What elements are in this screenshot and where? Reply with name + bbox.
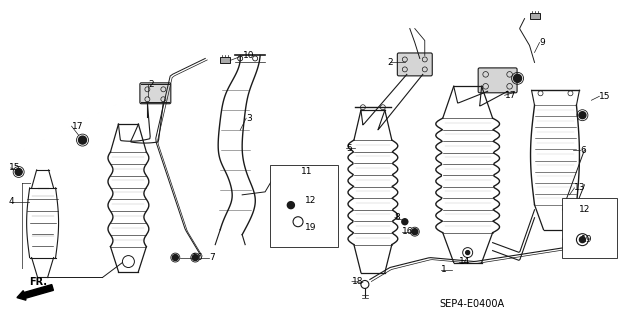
Circle shape	[402, 219, 408, 225]
Text: 12: 12	[305, 196, 316, 205]
Text: 3: 3	[246, 114, 252, 123]
Bar	[220, 57, 230, 63]
Circle shape	[513, 74, 522, 82]
Circle shape	[172, 255, 179, 261]
Text: 18: 18	[352, 277, 364, 286]
Text: 17: 17	[72, 122, 83, 131]
Circle shape	[412, 229, 418, 235]
Text: SEP4-E0400A: SEP4-E0400A	[440, 299, 505, 309]
Text: 1: 1	[441, 265, 447, 274]
Bar	[295, 195, 305, 201]
Text: 14: 14	[459, 257, 470, 266]
Text: 16: 16	[192, 253, 204, 262]
Text: 2: 2	[388, 58, 394, 67]
Text: 15: 15	[600, 92, 611, 101]
Text: 19: 19	[581, 235, 593, 244]
Circle shape	[579, 237, 586, 243]
Circle shape	[15, 168, 22, 175]
FancyArrow shape	[17, 285, 53, 300]
Text: 10: 10	[243, 51, 255, 60]
Circle shape	[192, 255, 198, 261]
Text: 6: 6	[580, 145, 586, 154]
Bar	[529, 13, 540, 19]
Circle shape	[79, 136, 86, 144]
Text: 5: 5	[346, 144, 352, 152]
Text: FR.: FR.	[29, 278, 47, 287]
Circle shape	[466, 251, 470, 255]
Bar	[579, 211, 589, 217]
FancyBboxPatch shape	[478, 68, 517, 93]
Text: 17: 17	[504, 91, 516, 100]
Bar	[270, 165, 338, 247]
Text: 2: 2	[148, 80, 154, 89]
Text: ●: ●	[285, 200, 295, 210]
Circle shape	[579, 112, 586, 119]
Text: 16: 16	[402, 227, 413, 236]
Text: 13: 13	[575, 183, 586, 192]
FancyBboxPatch shape	[397, 53, 432, 76]
Text: 11: 11	[301, 167, 312, 176]
Text: 4: 4	[9, 197, 14, 206]
Text: 19: 19	[305, 223, 317, 232]
Text: 7: 7	[209, 253, 215, 262]
Text: 15: 15	[9, 163, 20, 173]
Text: 9: 9	[540, 38, 545, 47]
Text: 12: 12	[579, 205, 591, 214]
FancyBboxPatch shape	[140, 83, 171, 104]
Bar	[563, 198, 618, 257]
Text: 8: 8	[395, 213, 401, 222]
